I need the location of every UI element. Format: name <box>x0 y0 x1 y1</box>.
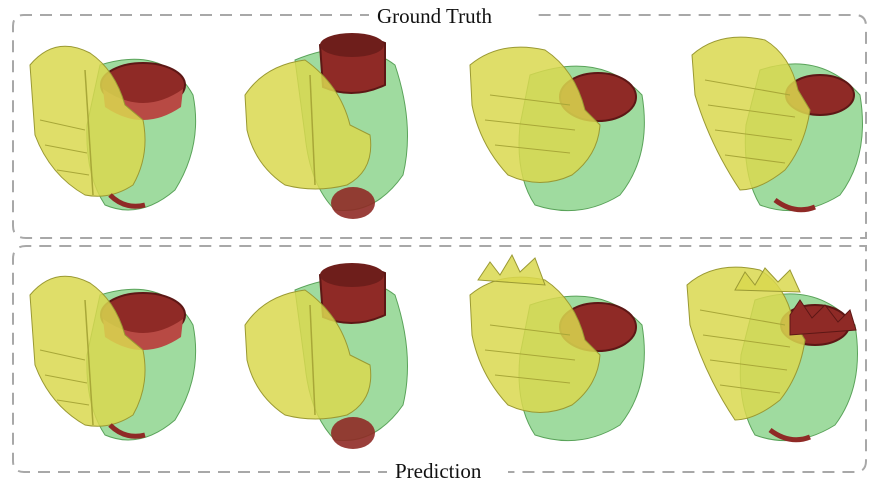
pred-view-3 <box>469 276 646 442</box>
ground-truth-frame <box>12 14 867 239</box>
ground-truth-label: Ground Truth <box>369 4 500 28</box>
pred-artifact-4 <box>734 267 801 293</box>
pred-view-4 <box>687 267 858 440</box>
pred-artifact-3 <box>477 253 546 286</box>
gt-view-2 <box>244 32 409 220</box>
pred-artifact-4-red <box>789 299 857 336</box>
gt-view-4 <box>692 37 863 210</box>
gt-view-3 <box>469 46 646 212</box>
gt-view-1 <box>30 46 196 210</box>
pred-view-2 <box>244 262 409 450</box>
prediction-frame <box>12 245 867 473</box>
prediction-label: Prediction <box>387 459 490 483</box>
pred-view-1 <box>30 276 196 440</box>
